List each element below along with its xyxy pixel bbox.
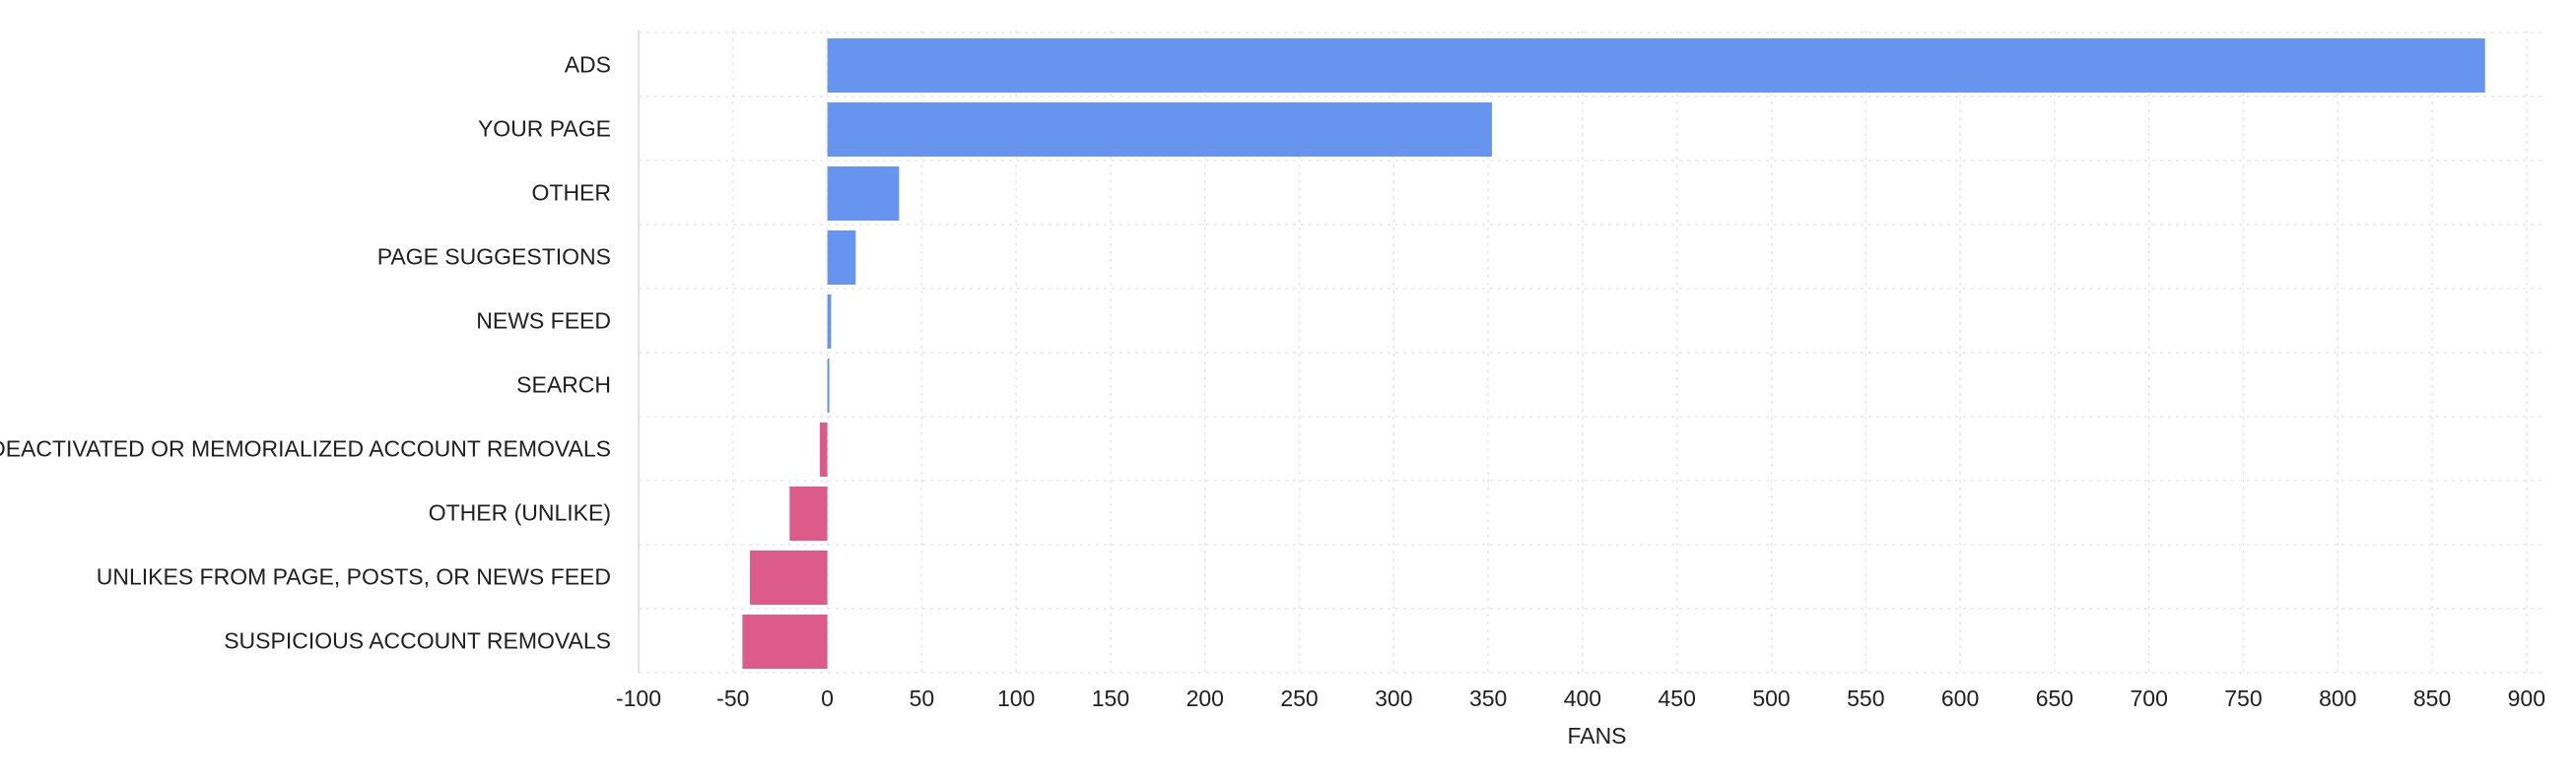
bar-ads [827,38,2485,93]
category-label: SEARCH [516,372,611,398]
category-label: ADS [565,52,611,78]
x-tick-label: 300 [1375,685,1412,711]
x-tick-label: 450 [1659,685,1696,711]
bar-other-unlike [789,487,828,541]
x-tick-label: 550 [1847,685,1884,711]
x-tick-label: 350 [1469,685,1507,711]
x-tick-label: 650 [2036,685,2073,711]
x-tick-label: 200 [1186,685,1224,711]
bar-layer [742,38,2485,669]
x-tick-label: 100 [997,685,1035,711]
category-label: NEWS FEED [476,308,611,334]
x-tick-label: 400 [1564,685,1601,711]
bar-your-page [827,102,1492,157]
x-tick-label: 50 [910,685,935,711]
category-labels: ADS YOUR PAGE OTHER PAGE SUGGESTIONS NEWS FE… [0,52,611,654]
x-tick-label: -50 [716,685,749,711]
category-label: SUSPICIOUS ACCOUNT REMOVALS [224,628,611,654]
x-tick-label: 600 [1941,685,1979,711]
x-tick-label: 500 [1752,685,1790,711]
bar-other [827,166,900,221]
bar-page-suggestions [827,230,856,285]
category-label: YOUR PAGE [478,116,611,142]
x-tick-labels: -100 -50 0 50 100 150 200 250 300 350 400 450 500 550… [616,685,2545,711]
bar-news-feed [827,294,832,349]
x-tick-label: 700 [2130,685,2167,711]
bar-deactivated-or-memorialized-account-removals [819,423,828,477]
category-label: OTHER [532,180,612,206]
bar-unlikes-from-page-posts-or-news-feed [750,551,828,605]
category-label: OTHER (UNLIKE) [429,500,611,526]
bar-suspicious-account-removals [742,615,828,669]
x-tick-label: -100 [616,685,661,711]
x-tick-label: 900 [2508,685,2545,711]
x-tick-label: 750 [2224,685,2262,711]
x-tick-label: 850 [2413,685,2451,711]
x-tick-label: 0 [821,685,834,711]
bar-search [827,359,830,413]
x-tick-label: 800 [2319,685,2356,711]
grid-layer [638,31,2545,674]
x-axis-title: FANS [1567,723,1626,749]
category-label: PAGE SUGGESTIONS [377,244,611,270]
category-label: UNLIKES FROM PAGE, POSTS, OR NEWS FEED [97,564,611,590]
x-tick-label: 250 [1280,685,1318,711]
x-tick-label: 150 [1092,685,1129,711]
category-label: DEACTIVATED OR MEMORIALIZED ACCOUNT REMO… [0,436,611,462]
